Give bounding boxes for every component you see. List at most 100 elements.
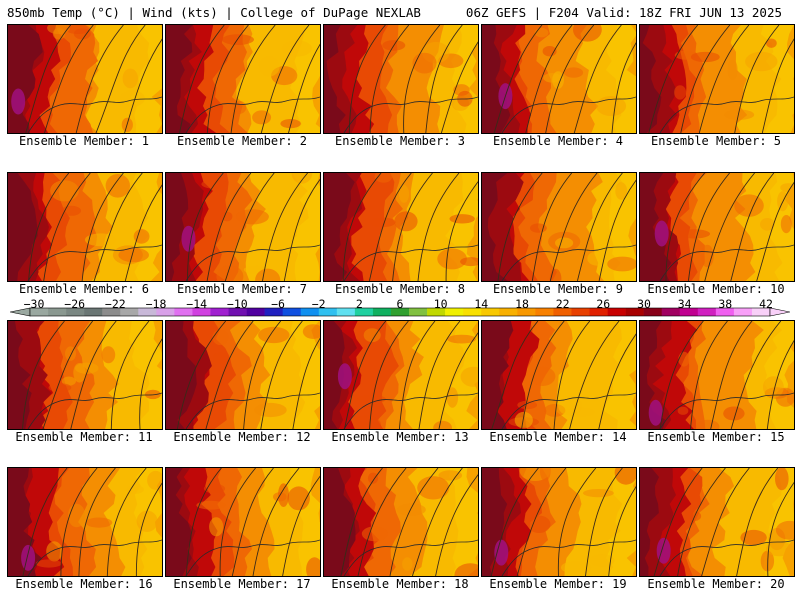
contour-line xyxy=(22,321,65,429)
ensemble-map-panel xyxy=(323,172,479,282)
temperature-band xyxy=(166,468,192,576)
hot-spot xyxy=(21,544,36,571)
temperature-blotch xyxy=(68,503,86,528)
temperature-map xyxy=(482,321,636,429)
scale-tick-label: 34 xyxy=(677,297,692,311)
contour-line xyxy=(734,25,780,133)
contour-line xyxy=(219,468,256,576)
ensemble-map-panel xyxy=(639,172,795,282)
contour-line xyxy=(531,173,573,281)
coastline xyxy=(343,539,478,576)
temperature-blotch xyxy=(101,346,116,364)
temperature-blotch xyxy=(734,194,764,217)
temperature-blotch xyxy=(209,517,224,537)
temperature-blotch xyxy=(402,557,413,571)
contour-line xyxy=(252,468,300,576)
scale-swatch xyxy=(463,308,482,316)
contour-line xyxy=(435,474,478,576)
contour-line xyxy=(710,321,753,429)
temperature-band xyxy=(324,25,346,133)
scale-swatch xyxy=(120,308,139,316)
contour-line xyxy=(262,173,308,281)
temperature-band xyxy=(324,468,356,576)
scale-swatch xyxy=(499,308,518,316)
ensemble-member-label: Ensemble Member: 15 xyxy=(647,430,785,444)
contour-line xyxy=(525,25,573,133)
scale-swatch xyxy=(445,308,464,316)
ensemble-map-panel xyxy=(165,320,321,430)
ensemble-member-label: Ensemble Member: 12 xyxy=(173,430,311,444)
contour-line xyxy=(598,179,636,281)
scale-swatch xyxy=(372,308,392,316)
contour-line xyxy=(95,25,146,133)
temperature-blotch xyxy=(763,376,784,398)
ensemble-map-panel xyxy=(323,467,479,577)
temperature-blotch xyxy=(361,526,388,542)
temperature-blotch xyxy=(287,486,310,511)
scale-swatch xyxy=(643,308,663,316)
temperature-map xyxy=(640,173,794,281)
temperature-band xyxy=(482,173,508,281)
temperature-blotch xyxy=(65,25,91,34)
contour-line xyxy=(648,25,699,133)
contour-line xyxy=(93,173,143,281)
ensemble-map-panel xyxy=(7,24,163,134)
temperature-blotch xyxy=(136,510,158,532)
temperature-map xyxy=(166,468,320,576)
coastline xyxy=(659,392,794,429)
contour-line xyxy=(344,321,387,429)
contour-line xyxy=(124,184,162,281)
scale-swatch xyxy=(409,308,428,316)
contour-line xyxy=(75,25,124,133)
ensemble-member-label: Ensemble Member: 5 xyxy=(650,134,782,148)
ensemble-member-label: Ensemble Member: 7 xyxy=(176,282,308,296)
contour-line xyxy=(43,173,91,281)
coastline xyxy=(659,244,794,281)
scale-swatch xyxy=(481,308,500,316)
scale-swatch xyxy=(733,308,753,316)
temperature-blotch xyxy=(147,470,162,490)
temperature-blotch xyxy=(454,563,478,576)
temperature-blotch xyxy=(677,406,689,415)
coastline xyxy=(185,96,320,133)
temperature-blotch xyxy=(745,51,778,72)
temperature-blotch xyxy=(766,38,777,48)
coastline xyxy=(185,539,320,576)
temperature-blotch xyxy=(367,472,379,484)
temperature-blotch xyxy=(306,557,320,576)
contour-line xyxy=(369,25,410,133)
ensemble-map-panel xyxy=(481,24,637,134)
contour-line xyxy=(139,338,162,429)
contour-line xyxy=(585,468,623,576)
contour-line xyxy=(403,25,441,133)
temperature-blotch xyxy=(412,52,437,74)
temperature-blotch xyxy=(126,485,144,494)
temperature-blotch xyxy=(73,363,86,383)
contour-line xyxy=(516,468,567,576)
contour-line xyxy=(205,321,254,429)
temperature-blotch xyxy=(46,541,63,562)
temperature-blotch xyxy=(254,402,287,418)
contour-line xyxy=(60,468,98,576)
temperature-blotch xyxy=(727,59,738,80)
temperature-blotch xyxy=(216,265,244,281)
ensemble-map-panel xyxy=(165,24,321,134)
scale-swatch xyxy=(210,308,229,316)
temperature-blotch xyxy=(235,209,269,225)
temperature-band xyxy=(166,25,193,133)
contour-line xyxy=(42,321,94,429)
contour-line xyxy=(398,321,436,429)
temperature-band xyxy=(640,468,659,576)
coastline xyxy=(659,539,794,576)
contour-line xyxy=(576,173,623,281)
contour-line xyxy=(680,25,731,133)
temperature-blotch xyxy=(449,214,475,224)
contour-line xyxy=(389,468,439,576)
ensemble-map-panel xyxy=(639,24,795,134)
scale-tick-label: 42 xyxy=(759,297,773,311)
ensemble-member-label: Ensemble Member: 1 xyxy=(18,134,150,148)
temperature-blotch xyxy=(696,419,720,429)
temperature-blotch xyxy=(780,183,794,193)
temperature-blotch xyxy=(555,237,574,249)
ensemble-map-panel xyxy=(639,467,795,577)
